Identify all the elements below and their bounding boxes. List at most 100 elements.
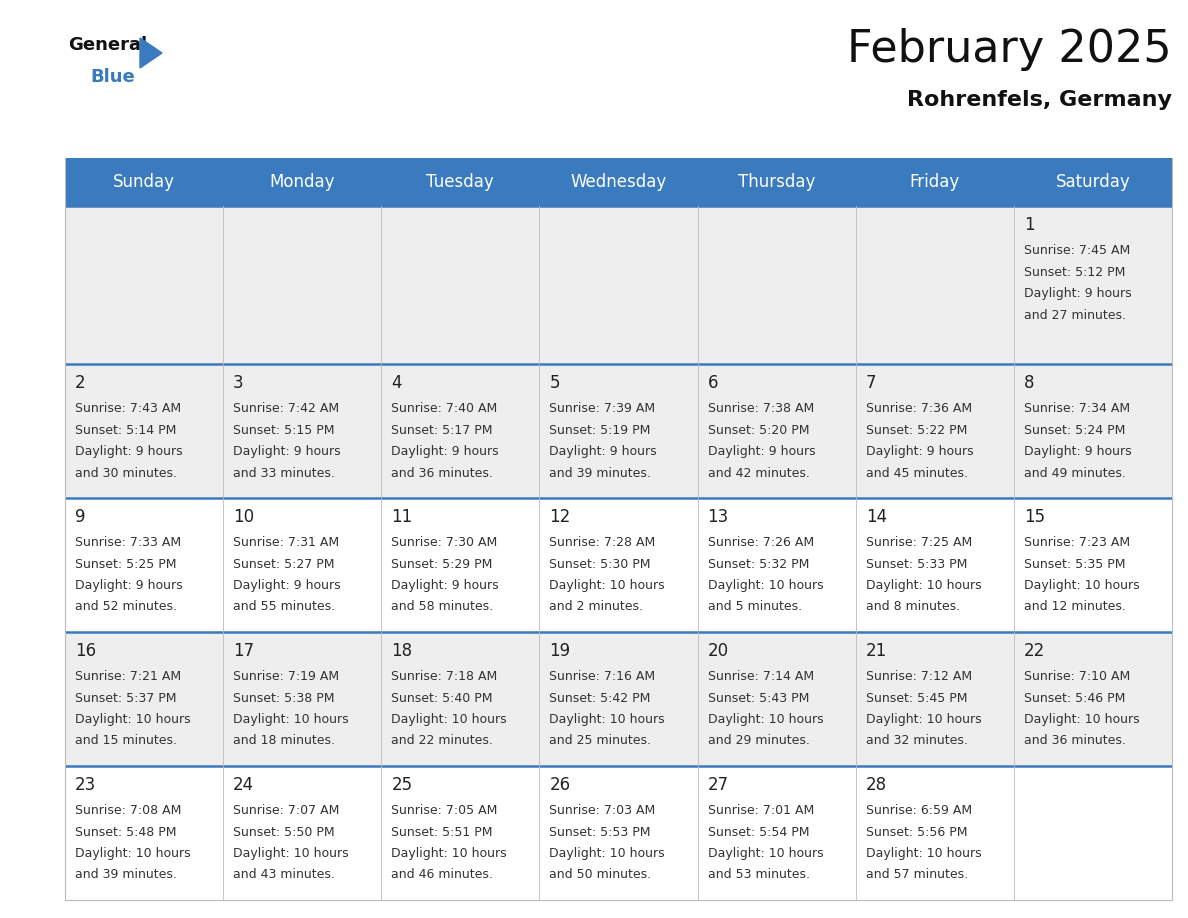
Text: February 2025: February 2025: [847, 28, 1173, 71]
Text: Sunset: 5:46 PM: Sunset: 5:46 PM: [1024, 691, 1125, 704]
Text: Monday: Monday: [270, 173, 335, 191]
Text: 21: 21: [866, 642, 887, 660]
Text: Sunrise: 7:19 AM: Sunrise: 7:19 AM: [233, 670, 340, 683]
Text: 15: 15: [1024, 508, 1045, 526]
Text: and 57 minutes.: and 57 minutes.: [866, 868, 968, 881]
Bar: [65, 766, 1173, 900]
Text: Daylight: 9 hours: Daylight: 9 hours: [1024, 287, 1131, 300]
Text: Sunset: 5:19 PM: Sunset: 5:19 PM: [549, 423, 651, 436]
Text: Sunrise: 7:05 AM: Sunrise: 7:05 AM: [391, 804, 498, 817]
Text: Saturday: Saturday: [1056, 173, 1130, 191]
Text: Sunset: 5:22 PM: Sunset: 5:22 PM: [866, 423, 967, 436]
Text: and 30 minutes.: and 30 minutes.: [75, 466, 177, 479]
Text: 12: 12: [549, 508, 570, 526]
Text: and 53 minutes.: and 53 minutes.: [708, 868, 809, 881]
Text: Daylight: 10 hours: Daylight: 10 hours: [549, 713, 665, 726]
Text: Sunset: 5:42 PM: Sunset: 5:42 PM: [549, 691, 651, 704]
Text: Sunrise: 7:33 AM: Sunrise: 7:33 AM: [75, 536, 181, 549]
Text: Daylight: 10 hours: Daylight: 10 hours: [708, 579, 823, 592]
Text: Sunrise: 7:14 AM: Sunrise: 7:14 AM: [708, 670, 814, 683]
Text: Daylight: 10 hours: Daylight: 10 hours: [1024, 713, 1139, 726]
Text: 24: 24: [233, 776, 254, 794]
Text: and 12 minutes.: and 12 minutes.: [1024, 600, 1126, 613]
Text: Sunset: 5:54 PM: Sunset: 5:54 PM: [708, 825, 809, 838]
Text: and 43 minutes.: and 43 minutes.: [233, 868, 335, 881]
Text: Sunset: 5:33 PM: Sunset: 5:33 PM: [866, 557, 967, 570]
Text: Daylight: 9 hours: Daylight: 9 hours: [708, 445, 815, 458]
Text: 18: 18: [391, 642, 412, 660]
Text: 2: 2: [75, 374, 86, 392]
Text: and 33 minutes.: and 33 minutes.: [233, 466, 335, 479]
Text: Daylight: 10 hours: Daylight: 10 hours: [866, 713, 981, 726]
Text: Sunrise: 7:25 AM: Sunrise: 7:25 AM: [866, 536, 972, 549]
Text: Sunset: 5:30 PM: Sunset: 5:30 PM: [549, 557, 651, 570]
Text: Sunrise: 7:16 AM: Sunrise: 7:16 AM: [549, 670, 656, 683]
Text: and 25 minutes.: and 25 minutes.: [549, 734, 651, 747]
Text: Sunrise: 7:21 AM: Sunrise: 7:21 AM: [75, 670, 181, 683]
Text: Wednesday: Wednesday: [570, 173, 666, 191]
Text: and 8 minutes.: and 8 minutes.: [866, 600, 960, 613]
Text: 14: 14: [866, 508, 886, 526]
Text: 28: 28: [866, 776, 886, 794]
Bar: [65, 206, 1173, 364]
Text: and 45 minutes.: and 45 minutes.: [866, 466, 968, 479]
Text: Sunrise: 7:31 AM: Sunrise: 7:31 AM: [233, 536, 340, 549]
Text: Daylight: 9 hours: Daylight: 9 hours: [391, 579, 499, 592]
Text: Sunset: 5:38 PM: Sunset: 5:38 PM: [233, 691, 335, 704]
Text: 5: 5: [549, 374, 560, 392]
Text: 17: 17: [233, 642, 254, 660]
Text: Daylight: 10 hours: Daylight: 10 hours: [233, 713, 349, 726]
Text: Daylight: 10 hours: Daylight: 10 hours: [866, 847, 981, 860]
Text: 13: 13: [708, 508, 728, 526]
Text: 19: 19: [549, 642, 570, 660]
Text: 27: 27: [708, 776, 728, 794]
Text: Daylight: 9 hours: Daylight: 9 hours: [75, 579, 183, 592]
Text: Daylight: 10 hours: Daylight: 10 hours: [1024, 579, 1139, 592]
Text: and 36 minutes.: and 36 minutes.: [1024, 734, 1126, 747]
Text: and 2 minutes.: and 2 minutes.: [549, 600, 644, 613]
Text: and 39 minutes.: and 39 minutes.: [549, 466, 651, 479]
Text: Daylight: 10 hours: Daylight: 10 hours: [75, 713, 190, 726]
Text: Sunset: 5:50 PM: Sunset: 5:50 PM: [233, 825, 335, 838]
Text: and 15 minutes.: and 15 minutes.: [75, 734, 177, 747]
Text: Daylight: 10 hours: Daylight: 10 hours: [708, 847, 823, 860]
Text: and 58 minutes.: and 58 minutes.: [391, 600, 493, 613]
Text: 20: 20: [708, 642, 728, 660]
Text: Sunday: Sunday: [113, 173, 175, 191]
Text: 8: 8: [1024, 374, 1035, 392]
Text: Sunrise: 7:42 AM: Sunrise: 7:42 AM: [233, 402, 340, 415]
Text: Daylight: 9 hours: Daylight: 9 hours: [1024, 445, 1131, 458]
Text: Sunrise: 7:40 AM: Sunrise: 7:40 AM: [391, 402, 498, 415]
Text: 9: 9: [75, 508, 86, 526]
Text: Sunset: 5:17 PM: Sunset: 5:17 PM: [391, 423, 493, 436]
Text: Rohrenfels, Germany: Rohrenfels, Germany: [906, 90, 1173, 110]
Text: Sunset: 5:53 PM: Sunset: 5:53 PM: [549, 825, 651, 838]
Text: and 46 minutes.: and 46 minutes.: [391, 868, 493, 881]
Text: Sunrise: 7:12 AM: Sunrise: 7:12 AM: [866, 670, 972, 683]
Text: 3: 3: [233, 374, 244, 392]
Text: 10: 10: [233, 508, 254, 526]
Bar: [65, 632, 1173, 766]
Text: Sunset: 5:29 PM: Sunset: 5:29 PM: [391, 557, 493, 570]
Text: Sunrise: 7:07 AM: Sunrise: 7:07 AM: [233, 804, 340, 817]
Text: Sunrise: 7:08 AM: Sunrise: 7:08 AM: [75, 804, 182, 817]
Text: and 36 minutes.: and 36 minutes.: [391, 466, 493, 479]
Text: and 52 minutes.: and 52 minutes.: [75, 600, 177, 613]
Polygon shape: [140, 38, 162, 68]
Text: Daylight: 10 hours: Daylight: 10 hours: [549, 579, 665, 592]
Text: 4: 4: [391, 374, 402, 392]
Text: Sunrise: 7:03 AM: Sunrise: 7:03 AM: [549, 804, 656, 817]
Text: and 55 minutes.: and 55 minutes.: [233, 600, 335, 613]
Text: Sunrise: 7:43 AM: Sunrise: 7:43 AM: [75, 402, 181, 415]
Text: Sunrise: 7:34 AM: Sunrise: 7:34 AM: [1024, 402, 1130, 415]
Text: Sunset: 5:14 PM: Sunset: 5:14 PM: [75, 423, 176, 436]
Text: Sunrise: 7:10 AM: Sunrise: 7:10 AM: [1024, 670, 1130, 683]
Bar: [65, 158, 1173, 206]
Text: Sunset: 5:24 PM: Sunset: 5:24 PM: [1024, 423, 1125, 436]
Text: Daylight: 10 hours: Daylight: 10 hours: [75, 847, 190, 860]
Text: Tuesday: Tuesday: [426, 173, 494, 191]
Text: and 42 minutes.: and 42 minutes.: [708, 466, 809, 479]
Text: 1: 1: [1024, 216, 1035, 234]
Bar: [65, 364, 1173, 498]
Text: 22: 22: [1024, 642, 1045, 660]
